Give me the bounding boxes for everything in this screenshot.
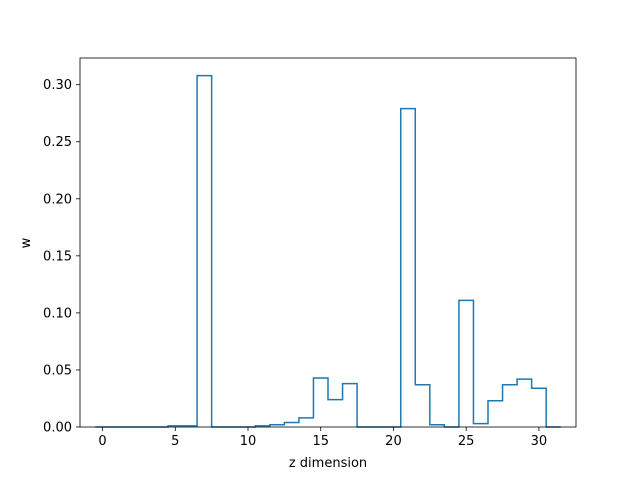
histogram-bin [503, 385, 518, 427]
x-tick-label: 20 [385, 434, 402, 449]
histogram-bin [299, 418, 314, 427]
histogram-bin [473, 424, 488, 427]
y-axis-label: w [19, 237, 34, 248]
x-tick-label: 30 [531, 434, 548, 449]
x-tick-label: 15 [312, 434, 329, 449]
histogram-bin [532, 388, 547, 427]
x-tick-label: 10 [240, 434, 257, 449]
x-tick-label: 5 [171, 434, 179, 449]
histogram-bin [313, 378, 328, 427]
histogram-bin [415, 385, 430, 427]
y-tick-label: 0.30 [43, 78, 72, 93]
y-tick-label: 0.15 [43, 249, 72, 264]
axes-frame [79, 57, 577, 428]
ticks: 0 5 10 15 20 25 30 0.00 0.05 0.10 0.15 0.20 0.25 0.30 [43, 78, 547, 449]
histogram-bin [343, 384, 358, 427]
histogram-bin [459, 300, 474, 427]
y-tick-label: 0.25 [43, 135, 72, 150]
histogram-bin [284, 422, 299, 427]
histogram-bin [488, 401, 503, 427]
x-tick-label: 0 [98, 434, 106, 449]
histogram-bin [328, 400, 343, 427]
histogram-bin [517, 379, 532, 427]
x-axis-label: z dimension [289, 456, 367, 471]
y-tick-label: 0.20 [43, 192, 72, 207]
histogram-bin [401, 109, 416, 427]
histogram-bin [197, 76, 212, 427]
y-tick-label: 0.00 [43, 421, 72, 436]
histogram-step-line [95, 74, 561, 428]
y-tick-label: 0.10 [43, 306, 72, 321]
plot-area [79, 57, 577, 428]
x-tick-label: 25 [458, 434, 475, 449]
y-tick-label: 0.05 [43, 363, 72, 378]
